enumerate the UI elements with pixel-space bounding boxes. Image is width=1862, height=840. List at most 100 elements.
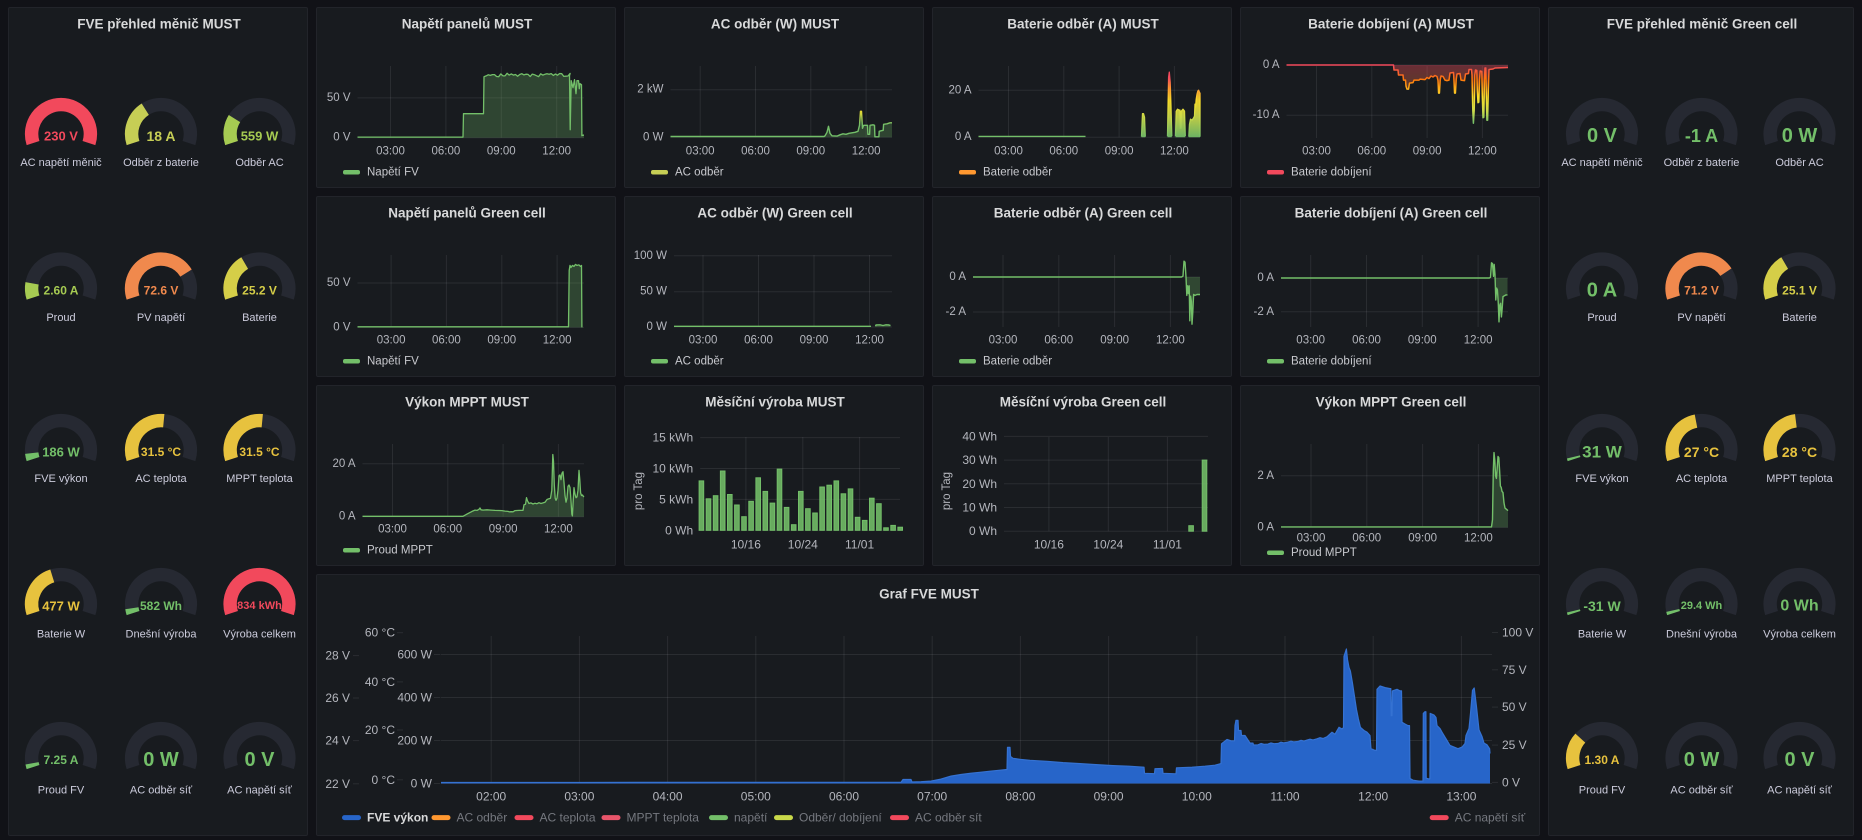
svg-text:Výkon MPPT MUST: Výkon MPPT MUST (405, 395, 530, 410)
svg-text:03:00: 03:00 (689, 335, 718, 347)
svg-text:Měsíční výroba MUST: Měsíční výroba MUST (705, 395, 845, 410)
svg-text:09:00: 09:00 (489, 524, 518, 536)
svg-text:28 V: 28 V (325, 649, 350, 663)
svg-text:12:00: 12:00 (852, 146, 881, 158)
svg-text:Baterie odběr (A) MUST: Baterie odběr (A) MUST (1007, 17, 1159, 32)
svg-text:13:00: 13:00 (1446, 790, 1476, 804)
svg-text:20 A: 20 A (948, 84, 971, 96)
svg-text:Baterie W: Baterie W (1578, 629, 1627, 641)
svg-text:12:00: 12:00 (544, 524, 573, 536)
svg-text:Odběr AC: Odběr AC (235, 157, 283, 169)
svg-text:Baterie dobíjení: Baterie dobíjení (1291, 167, 1372, 179)
svg-text:03:00: 03:00 (994, 146, 1023, 158)
svg-text:Napětí panelů Green cell: Napětí panelů Green cell (388, 206, 546, 221)
svg-text:09:00: 09:00 (1408, 335, 1437, 347)
svg-text:AC teplota: AC teplota (135, 473, 187, 485)
svg-text:09:00: 09:00 (1100, 335, 1129, 347)
svg-text:06:00: 06:00 (1352, 533, 1381, 545)
svg-text:AC napětí síť: AC napětí síť (227, 785, 293, 797)
svg-text:Proud FV: Proud FV (38, 785, 85, 797)
svg-text:FVE přehled měnič Green cell: FVE přehled měnič Green cell (1607, 17, 1798, 32)
svg-text:12:00: 12:00 (542, 146, 571, 158)
svg-text:50 V: 50 V (1502, 700, 1527, 714)
svg-text:AC odběr (W) MUST: AC odběr (W) MUST (711, 17, 840, 32)
svg-text:AC odběr: AC odběr (675, 167, 724, 179)
svg-text:559 W: 559 W (241, 129, 279, 144)
svg-text:Baterie dobíjení: Baterie dobíjení (1291, 356, 1372, 368)
svg-text:12:00: 12:00 (1468, 146, 1497, 158)
svg-text:25 V: 25 V (1502, 738, 1527, 752)
svg-text:Výkon MPPT Green cell: Výkon MPPT Green cell (1316, 395, 1467, 410)
svg-text:FVE výkon: FVE výkon (1575, 473, 1628, 485)
svg-text:AC teplota: AC teplota (540, 811, 596, 825)
svg-text:40 Wh: 40 Wh (962, 429, 997, 443)
svg-text:09:00: 09:00 (800, 335, 829, 347)
svg-text:Baterie dobíjení (A) MUST: Baterie dobíjení (A) MUST (1308, 17, 1475, 32)
svg-text:12:00: 12:00 (1464, 533, 1493, 545)
svg-text:FVE výkon: FVE výkon (367, 811, 428, 825)
svg-text:Výroba celkem: Výroba celkem (223, 629, 296, 641)
svg-text:Proud MPPT: Proud MPPT (367, 545, 433, 557)
svg-text:0 W: 0 W (643, 131, 664, 143)
svg-text:10 Wh: 10 Wh (962, 501, 997, 515)
svg-text:Baterie odběr (A) Green cell: Baterie odběr (A) Green cell (994, 206, 1173, 221)
svg-text:0 V: 0 V (1587, 125, 1618, 147)
svg-text:Odběr z baterie: Odběr z baterie (1664, 157, 1740, 169)
svg-text:0 V: 0 V (333, 132, 351, 144)
svg-text:Proud FV: Proud FV (1579, 785, 1626, 797)
svg-text:12:00: 12:00 (1156, 335, 1185, 347)
svg-text:-1 A: -1 A (1685, 126, 1718, 146)
svg-text:12:00: 12:00 (543, 335, 572, 347)
svg-text:09:00: 09:00 (1094, 790, 1124, 804)
svg-text:AC odběr sít: AC odběr sít (915, 811, 982, 825)
svg-text:Baterie W: Baterie W (37, 629, 86, 641)
svg-text:06:00: 06:00 (433, 524, 462, 536)
svg-text:0 A: 0 A (1587, 280, 1617, 302)
svg-text:12:00: 12:00 (855, 335, 884, 347)
svg-text:06:00: 06:00 (741, 146, 770, 158)
svg-text:08:00: 08:00 (1005, 790, 1035, 804)
svg-text:03:00: 03:00 (686, 146, 715, 158)
svg-text:-2 A: -2 A (946, 306, 967, 318)
svg-text:28 °C: 28 °C (1782, 444, 1817, 460)
svg-text:50 V: 50 V (327, 277, 351, 289)
svg-text:0 A: 0 A (1257, 272, 1274, 284)
svg-text:02:00: 02:00 (476, 790, 506, 804)
svg-text:AC odběr síť: AC odběr síť (1670, 785, 1733, 797)
svg-text:-31 W: -31 W (1583, 598, 1621, 614)
svg-text:0 V: 0 V (1784, 749, 1815, 771)
svg-text:03:00: 03:00 (377, 335, 406, 347)
svg-text:7.25 A: 7.25 A (44, 753, 79, 767)
svg-text:0 V: 0 V (333, 321, 351, 333)
svg-text:20 °C: 20 °C (365, 723, 395, 737)
svg-text:20 A: 20 A (332, 458, 355, 470)
svg-text:0 Wh: 0 Wh (1780, 598, 1818, 615)
svg-text:0 W: 0 W (143, 749, 179, 771)
svg-text:03:00: 03:00 (378, 524, 407, 536)
svg-text:0 W: 0 W (1684, 749, 1720, 771)
svg-text:0 W: 0 W (411, 777, 433, 791)
svg-text:MPPT teplota: MPPT teplota (1766, 473, 1833, 485)
svg-text:18 A: 18 A (146, 128, 175, 144)
svg-text:0 V: 0 V (1502, 775, 1520, 789)
svg-text:Odběr/ dobíjení: Odběr/ dobíjení (799, 811, 882, 825)
svg-text:AC napětí síť: AC napětí síť (1455, 811, 1526, 825)
svg-text:2 kW: 2 kW (637, 84, 663, 96)
svg-text:20 Wh: 20 Wh (962, 477, 997, 491)
svg-text:100 W: 100 W (634, 250, 667, 262)
svg-text:03:00: 03:00 (564, 790, 594, 804)
svg-text:0 °C: 0 °C (372, 773, 396, 787)
svg-text:AC odběr síť: AC odběr síť (130, 785, 193, 797)
svg-text:03:00: 03:00 (376, 146, 405, 158)
svg-text:MPPT teplota: MPPT teplota (226, 473, 293, 485)
svg-text:Proud: Proud (1587, 312, 1616, 324)
svg-text:10/24: 10/24 (788, 538, 818, 552)
svg-text:Dnešní výroba: Dnešní výroba (1666, 629, 1738, 641)
svg-text:0 A: 0 A (1263, 59, 1280, 71)
svg-text:2.60 A: 2.60 A (44, 284, 79, 298)
svg-text:03:00: 03:00 (1296, 335, 1325, 347)
svg-text:834 kWh: 834 kWh (237, 600, 282, 612)
svg-text:Měsíční výroba Green cell: Měsíční výroba Green cell (1000, 395, 1167, 410)
svg-text:06:00: 06:00 (744, 335, 773, 347)
svg-text:31 W: 31 W (1582, 443, 1623, 462)
